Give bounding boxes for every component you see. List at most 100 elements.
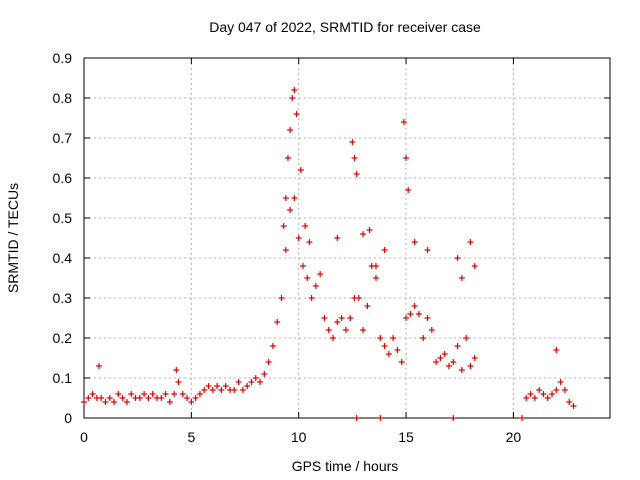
data-point <box>420 335 427 341</box>
data-point <box>282 195 289 201</box>
data-point <box>415 311 422 317</box>
data-point <box>299 263 306 269</box>
data-point <box>364 303 371 309</box>
data-point <box>106 395 113 401</box>
y-tick-label: 0.3 <box>53 290 73 306</box>
data-point <box>188 399 195 405</box>
data-point <box>403 155 410 161</box>
data-point <box>81 399 87 405</box>
data-point <box>441 351 448 357</box>
data-point <box>192 395 199 401</box>
data-point <box>269 343 276 349</box>
data-point <box>351 155 358 161</box>
data-point <box>411 239 418 245</box>
data-point <box>385 351 392 357</box>
data-point <box>102 399 109 405</box>
data-point <box>377 335 384 341</box>
data-point <box>98 395 105 401</box>
data-point <box>136 395 143 401</box>
data-point <box>360 327 367 333</box>
data-point <box>523 395 530 401</box>
data-point <box>205 383 212 389</box>
data-point <box>235 379 242 385</box>
data-point <box>291 87 298 93</box>
data-point <box>381 343 388 349</box>
data-point <box>566 399 573 405</box>
data-point <box>390 335 397 341</box>
data-point <box>171 391 178 397</box>
data-point <box>287 207 294 213</box>
y-axis-label: SRMTID / TECUs <box>5 183 21 293</box>
data-point <box>471 263 478 269</box>
y-tick-label: 0.4 <box>53 250 73 266</box>
data-point <box>308 295 315 301</box>
data-point <box>231 387 238 393</box>
data-point <box>400 119 407 125</box>
y-tick-label: 0.6 <box>53 170 73 186</box>
x-tick-label: 20 <box>506 429 522 445</box>
data-point <box>544 395 551 401</box>
data-point <box>450 359 457 365</box>
y-tick-label: 0.8 <box>53 90 73 106</box>
data-point <box>201 387 208 393</box>
data-point <box>128 391 135 397</box>
data-point <box>407 311 414 317</box>
data-point <box>405 187 412 193</box>
x-tick-label: 15 <box>398 429 414 445</box>
data-point <box>297 167 304 173</box>
data-point <box>209 387 216 393</box>
data-point <box>355 295 362 301</box>
x-tick-label: 10 <box>291 429 307 445</box>
y-tick-label: 0.5 <box>53 210 73 226</box>
data-point <box>353 171 360 177</box>
data-point <box>458 275 465 281</box>
data-point <box>302 223 309 229</box>
data-point <box>334 319 341 325</box>
data-point <box>282 247 289 253</box>
data-point <box>471 355 478 361</box>
data-point <box>280 223 287 229</box>
data-point <box>458 367 465 373</box>
data-point <box>162 391 169 397</box>
data-point <box>222 383 229 389</box>
data-point <box>398 359 405 365</box>
data-point <box>540 391 547 397</box>
data-point <box>141 391 148 397</box>
data-point <box>218 387 225 393</box>
data-point <box>454 255 461 261</box>
data-point <box>145 395 152 401</box>
data-point <box>239 387 246 393</box>
data-point <box>265 359 272 365</box>
data-point <box>158 395 165 401</box>
data-point <box>467 363 474 369</box>
data-point <box>287 127 294 133</box>
data-point <box>325 327 332 333</box>
data-point <box>553 387 560 393</box>
data-point <box>394 347 401 353</box>
data-point <box>561 387 568 393</box>
data-point <box>295 235 302 241</box>
data-point <box>342 327 349 333</box>
data-point <box>424 315 431 321</box>
data-point <box>166 399 173 405</box>
data-point <box>463 335 470 341</box>
x-axis-label: GPS time / hours <box>292 458 399 474</box>
data-point <box>403 315 410 321</box>
data-point <box>248 379 255 385</box>
data-point <box>312 283 319 289</box>
data-point <box>179 391 186 397</box>
data-point <box>96 363 103 369</box>
data-point <box>173 367 180 373</box>
data-point <box>306 239 313 245</box>
data-point <box>214 383 221 389</box>
data-point <box>89 391 96 397</box>
data-point <box>291 195 298 201</box>
chart-title: Day 047 of 2022, SRMTID for receiver cas… <box>209 19 481 35</box>
data-point <box>119 395 126 401</box>
axis-ticks: 0 0.1 0.2 0.3 0.4 0.5 0.6 0.7 0.8 0.9 0 5 10 15 20 <box>53 50 610 445</box>
data-point <box>450 415 457 421</box>
data-point <box>196 391 203 397</box>
data-point <box>274 319 281 325</box>
data-point <box>437 355 444 361</box>
